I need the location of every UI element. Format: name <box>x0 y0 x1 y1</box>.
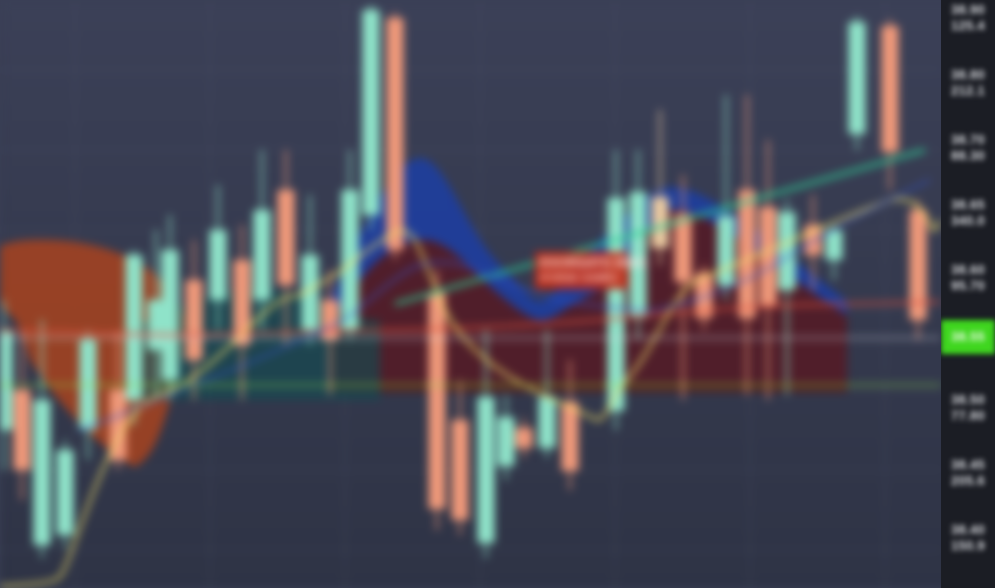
svg-text:ESORSATG BWO: ESORSATG BWO <box>540 255 647 270</box>
svg-text:N'ORSK OAMRJ: N'ORSK OAMRJ <box>540 273 617 284</box>
